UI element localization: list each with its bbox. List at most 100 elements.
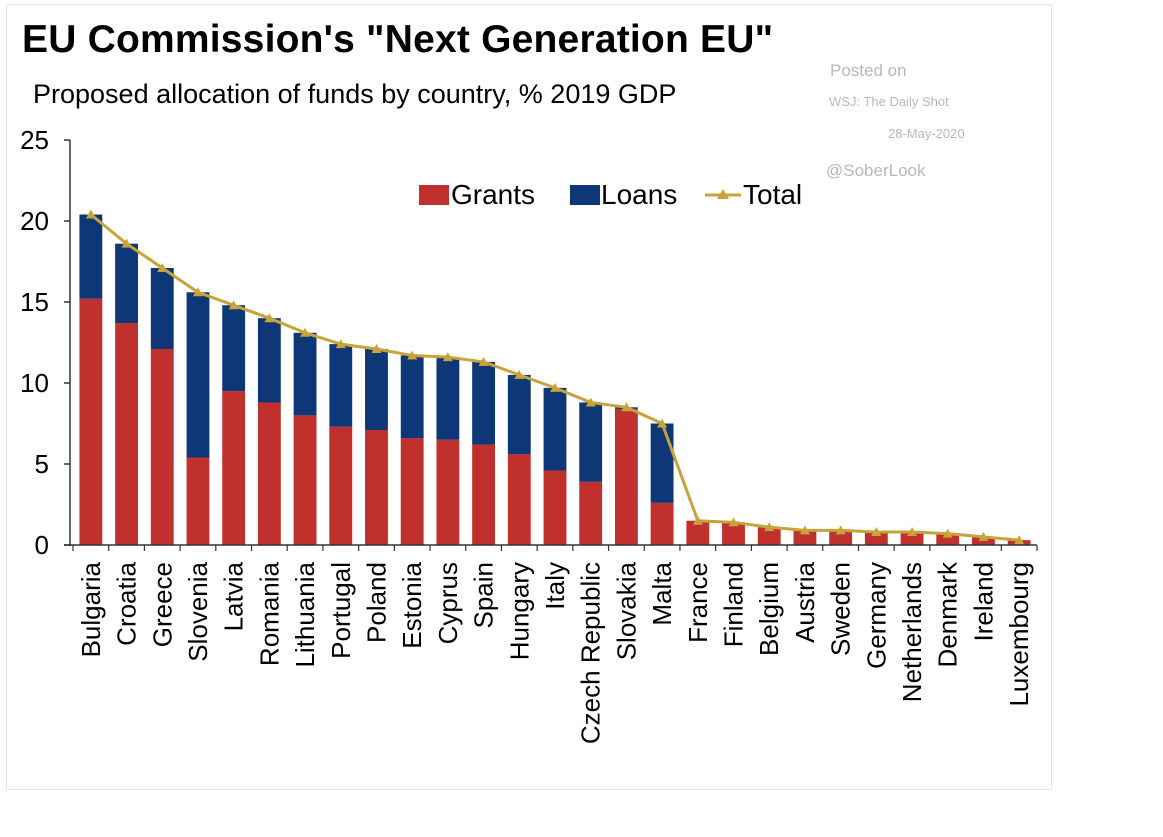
total-point-croatia [121,238,132,248]
total-point-spain [478,356,489,366]
total-point-austria [799,525,810,535]
bar-loans-malta [650,423,674,503]
bar-grants-germany [864,532,888,545]
bar-grants-slovakia [614,408,638,545]
bar-grants-italy [543,470,567,545]
bar-grants-sweden [829,530,853,545]
total-point-netherlands [907,527,918,537]
total-point-italy [550,382,560,392]
total-point-romania [264,313,275,323]
total-point-ireland [978,531,989,541]
category-label-belgium: Belgium [754,562,784,656]
bar-loans-croatia [115,243,138,324]
bar-grants-netherlands [900,532,924,545]
total-point-slovakia [621,402,632,412]
bar-grants-finland [722,522,745,545]
total-point-greece [157,262,168,272]
credit-handle: @SoberLook [826,161,926,180]
bar-grants-france [686,520,710,545]
credit-source: WSJ: The Daily Shot [829,94,949,109]
bar-loans-hungary [507,374,531,455]
legend-grants-swatch [419,185,449,205]
bar-grants-latvia [222,391,246,545]
bar-grants-malta [650,502,674,545]
total-point-czech-republic [585,397,596,407]
bar-grants-hungary [507,454,531,545]
category-label-finland: Finland [719,562,749,647]
bars-layer [79,214,1031,545]
legend-loans-label: Loans [601,179,677,210]
bar-grants-czech-republic [579,481,603,545]
total-point-sweden [835,525,846,535]
category-label-romania: Romania [254,561,284,666]
category-label-poland: Poland [361,562,391,643]
bar-grants-austria [793,530,817,545]
bar-grants-greece [150,348,174,545]
total-point-hungary [514,369,525,379]
category-label-france: France [683,562,713,643]
y-tick-label: 15 [20,287,49,317]
bar-loans-cyprus [436,357,460,440]
total-point-france [692,515,703,525]
credit-posted: Posted on [830,61,907,80]
total-point-malta [657,418,668,428]
bar-grants-poland [365,429,388,545]
total-point-lithuania [300,327,311,337]
chart-title: EU Commission's "Next Generation EU" [22,18,774,61]
bar-grants-spain [472,444,496,545]
bar-loans-greece [150,267,174,349]
y-tick-label: 20 [20,206,49,236]
credit-date: 28-May-2020 [888,126,965,141]
bar-grants-cyprus [436,439,460,545]
legend-loans-swatch [570,185,600,205]
category-label-croatia: Croatia [112,561,142,645]
bar-loans-estonia [400,355,424,439]
total-point-slovenia [192,287,203,297]
bar-grants-croatia [115,323,138,545]
legend-total-marker [717,189,729,199]
legend: Grants Loans Total [419,179,802,210]
y-tick-label: 25 [20,125,49,155]
legend-grants-label: Grants [451,179,535,210]
legend-total-label: Total [743,179,802,210]
category-label-hungary: Hungary [504,562,534,660]
category-label-spain: Spain [469,562,499,629]
category-label-germany: Germany [861,562,891,669]
bar-grants-estonia [400,438,424,545]
total-point-estonia [407,350,418,360]
category-label-italy: Italy [540,562,570,610]
y-tick-label: 10 [20,368,49,398]
category-label-slovenia: Slovenia [183,561,213,661]
bar-grants-denmark [936,533,960,545]
category-label-sweden: Sweden [826,562,856,656]
category-label-greece: Greece [147,562,177,647]
bar-loans-portugal [329,344,353,427]
total-point-poland [371,343,382,353]
total-point-cyprus [442,352,453,362]
category-label-cyprus: Cyprus [433,562,463,644]
bar-loans-lithuania [293,332,317,416]
category-label-netherlands: Netherlands [897,562,927,702]
total-point-bulgaria [85,209,96,219]
bar-grants-belgium [757,527,781,545]
bar-grants-lithuania [293,415,317,545]
total-point-germany [871,527,882,537]
category-label-estonia: Estonia [397,561,427,648]
axes-layer: 0 5 10 15 20 25 [20,125,1038,560]
bar-loans-czech-republic [579,402,603,482]
total-point-denmark [942,528,953,538]
category-label-bulgaria: Bulgaria [76,561,106,657]
total-line-layer [85,209,1025,545]
chart-subtitle: Proposed allocation of funds by country,… [33,79,677,109]
bar-grants-ireland [972,536,995,545]
total-point-finland [728,517,739,527]
category-label-slovakia: Slovakia [611,561,641,660]
category-label-austria: Austria [790,561,820,642]
bar-loans-italy [543,387,567,471]
total-point-latvia [228,300,239,310]
category-label-malta: Malta [647,561,677,625]
total-point-belgium [764,522,775,532]
category-label-czech-republic: Czech Republic [576,562,606,744]
bar-grants-slovenia [186,457,210,545]
